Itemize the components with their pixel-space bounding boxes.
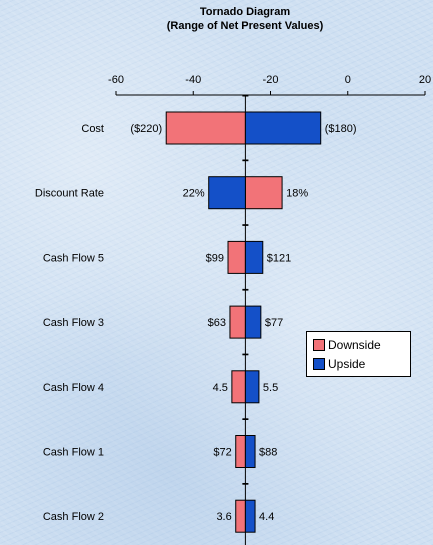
legend-item-downside: Downside [313, 335, 404, 354]
category-label: Cash Flow 4 [43, 382, 104, 394]
category-label: Cash Flow 1 [43, 447, 104, 459]
x-axis: -60 -40 -20 0 20 [108, 74, 431, 545]
bar-downside [235, 499, 246, 533]
data-label-downside: ($220) [130, 123, 162, 135]
data-label-upside: $121 [267, 252, 291, 264]
category-label: Cost [81, 123, 104, 135]
bar-upside [208, 176, 246, 210]
data-label-upside: 5.5 [263, 382, 278, 394]
bar-downside [165, 111, 246, 145]
data-label-downside: $63 [208, 317, 226, 329]
x-tick-label: -40 [185, 74, 201, 86]
bar-upside [244, 370, 260, 404]
x-tick-label: 0 [345, 74, 351, 86]
legend-label-downside: Downside [328, 337, 381, 352]
bar-downside [227, 240, 246, 274]
chart-title: Tornado Diagram [200, 6, 290, 18]
bar-upside [244, 111, 322, 145]
chart-subtitle: (Range of Net Present Values) [167, 20, 324, 32]
legend-swatch-downside [313, 338, 325, 351]
legend-label-upside: Upside [328, 356, 366, 371]
data-label-downside: $99 [206, 252, 224, 264]
bar-upside [244, 435, 256, 468]
data-label-upside: $77 [265, 317, 283, 329]
data-label-upside: 4.4 [259, 511, 274, 523]
bar-upside [244, 499, 256, 533]
bar-downside [235, 435, 246, 468]
data-label-upside: $88 [259, 447, 277, 459]
bar-upside [244, 305, 262, 339]
category-label: Cash Flow 2 [43, 511, 104, 523]
x-tick-label: -20 [263, 74, 279, 86]
data-label-upside: 22% [183, 188, 205, 200]
legend-swatch-upside [313, 357, 325, 370]
data-label-downside: 18% [286, 188, 308, 200]
bars [165, 111, 322, 533]
x-tick-label: 20 [419, 74, 431, 86]
bar-downside [231, 370, 246, 404]
data-label-downside: 4.5 [213, 382, 228, 394]
bar-downside [229, 305, 246, 339]
legend-item-upside: Upside [313, 354, 404, 373]
x-tick-label: -60 [108, 74, 124, 86]
data-label-downside: 3.6 [216, 511, 231, 523]
labels: Cost ($220) ($180) Discount Rate 18% 22% Cash … [35, 123, 357, 523]
data-label-downside: $72 [213, 447, 231, 459]
legend: Downside Upside [306, 331, 411, 377]
category-label: Discount Rate [35, 188, 104, 200]
category-label: Cash Flow 5 [43, 252, 104, 264]
category-label: Cash Flow 3 [43, 317, 104, 329]
bar-upside [244, 240, 264, 274]
bar-downside [244, 176, 283, 210]
data-label-upside: ($180) [325, 123, 357, 135]
